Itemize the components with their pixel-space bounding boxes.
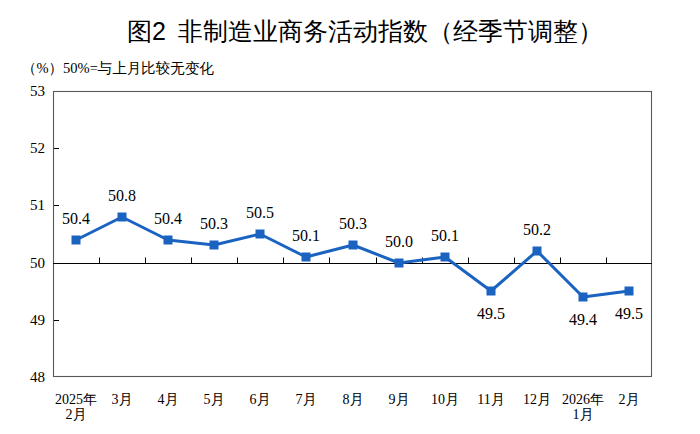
chart-figure: 图2 非制造业商务活动指数（经季节调整） （%）50%=与上月比较无变化 484…: [0, 0, 700, 434]
x-axis-label: 4月: [158, 392, 179, 407]
y-axis-label: 51: [30, 197, 45, 213]
data-label: 50.0: [385, 233, 413, 250]
x-axis-label: 3月: [112, 392, 133, 407]
data-label: 49.4: [569, 311, 597, 328]
y-axis-label: 52: [30, 140, 45, 156]
plot-area-border: [54, 92, 652, 377]
x-axis-label: 5月: [204, 392, 225, 407]
data-label: 49.5: [477, 305, 505, 322]
data-label: 50.2: [523, 221, 551, 238]
data-point-marker: [625, 287, 634, 296]
data-point-marker: [349, 241, 358, 250]
data-point-marker: [579, 293, 588, 302]
x-axis-label: 2026年: [562, 392, 604, 407]
data-label: 49.5: [615, 305, 643, 322]
x-axis-label: 2月: [66, 407, 87, 422]
y-axis-label: 49: [30, 312, 45, 328]
data-point-marker: [395, 259, 404, 268]
data-label: 50.3: [339, 215, 367, 232]
data-point-marker: [72, 236, 81, 245]
x-axis-label: 2月: [619, 392, 640, 407]
data-point-marker: [487, 287, 496, 296]
data-label: 50.3: [200, 215, 228, 232]
data-label: 50.4: [62, 210, 90, 227]
x-axis-label: 8月: [343, 392, 364, 407]
data-label: 50.4: [154, 210, 182, 227]
x-axis-label: 1月: [573, 407, 594, 422]
line-chart: 48 49 50 51 52 53 50.4 50.8 50.4 50.3 50.5 50.1 50.3…: [0, 0, 700, 434]
data-point-marker: [302, 253, 311, 262]
x-axis-label: 9月: [389, 392, 410, 407]
y-axis-label: 53: [30, 83, 45, 99]
data-label: 50.1: [431, 227, 459, 244]
x-axis-label: 10月: [431, 392, 459, 407]
y-axis-label: 48: [30, 369, 45, 385]
data-point-marker: [441, 253, 450, 262]
x-axis-label: 11月: [477, 392, 504, 407]
x-axis-label: 6月: [250, 392, 271, 407]
data-point-marker: [118, 213, 127, 222]
data-point-marker: [164, 236, 173, 245]
data-label: 50.8: [108, 187, 136, 204]
data-label: 50.5: [246, 204, 274, 221]
y-axis-label: 50: [30, 255, 45, 271]
data-label: 50.1: [292, 227, 320, 244]
data-point-marker: [256, 230, 265, 239]
x-axis-label: 7月: [296, 392, 317, 407]
data-point-marker: [210, 241, 219, 250]
x-axis-label: 12月: [523, 392, 551, 407]
x-axis-label: 2025年: [55, 392, 97, 407]
data-point-marker: [533, 247, 542, 256]
